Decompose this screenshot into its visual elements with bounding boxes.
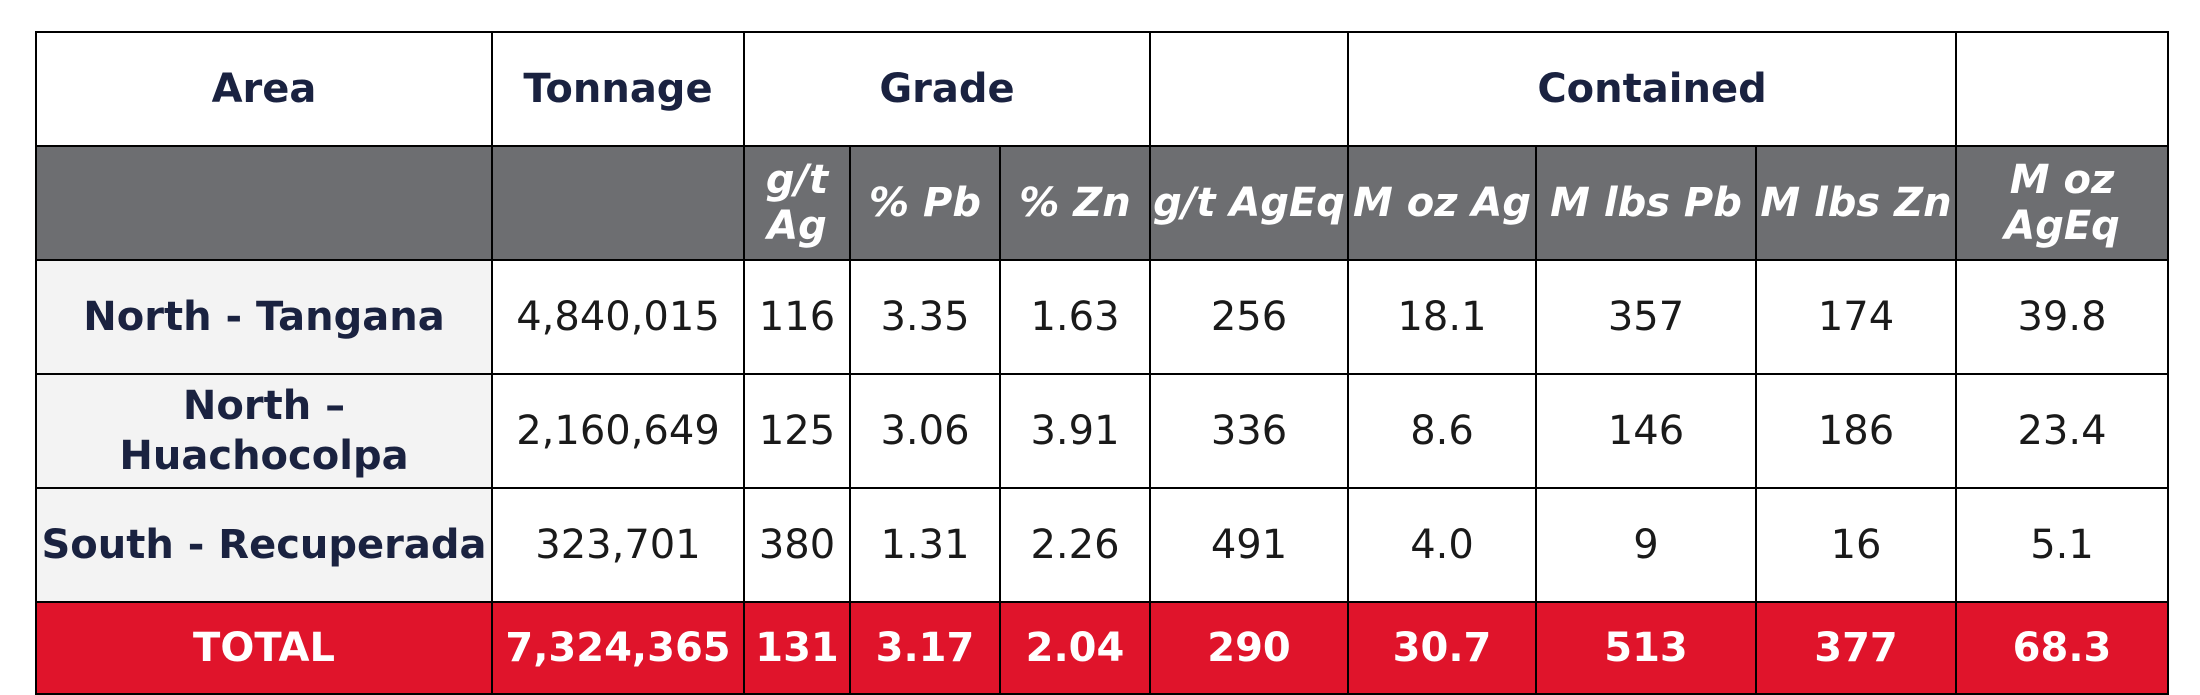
tonnage-value: 323,701 — [491, 487, 745, 603]
header-blank — [1955, 31, 2170, 147]
total-ageq-grade: 290 — [1149, 601, 1350, 695]
ag-grade-value: 116 — [743, 259, 851, 375]
subheader-ageq-grade: g/t AgEq — [1149, 145, 1350, 261]
ag-grade-value: 125 — [743, 373, 851, 489]
zn-contained-value: 186 — [1755, 373, 1958, 489]
header-area: Area — [35, 31, 493, 147]
resource-table: Area Tonnage Grade Contained g/t Ag % Pb… — [35, 31, 2170, 695]
total-ag-grade: 131 — [743, 601, 851, 695]
total-zn-grade: 2.04 — [998, 601, 1152, 695]
subheader-ag-contained: M oz Ag — [1347, 145, 1538, 261]
header-contained: Contained — [1347, 31, 1958, 147]
ageq-grade-value: 491 — [1149, 487, 1350, 603]
table-row: North – Huachocolpa 2,160,649 125 3.06 3… — [35, 373, 2170, 489]
zn-grade-value: 1.63 — [998, 259, 1152, 375]
subheader-row: g/t Ag % Pb % Zn g/t AgEq M oz Ag M lbs … — [35, 145, 2170, 261]
total-pb-contained: 513 — [1535, 601, 1758, 695]
total-row: TOTAL 7,324,365 131 3.17 2.04 290 30.7 5… — [35, 601, 2170, 695]
total-zn-contained: 377 — [1755, 601, 1958, 695]
ageq-grade-value: 336 — [1149, 373, 1350, 489]
ageq-contained-value: 23.4 — [1955, 373, 2170, 489]
total-pb-grade: 3.17 — [849, 601, 1001, 695]
area-name: North - Tangana — [35, 259, 493, 375]
pb-grade-value: 1.31 — [849, 487, 1001, 603]
zn-contained-value: 16 — [1755, 487, 1958, 603]
total-label: TOTAL — [35, 601, 493, 695]
header-blank — [1149, 31, 1350, 147]
tonnage-value: 4,840,015 — [491, 259, 745, 375]
subheader-blank — [491, 145, 745, 261]
header-grade: Grade — [742, 31, 1152, 147]
zn-grade-value: 3.91 — [998, 373, 1152, 489]
ag-contained-value: 18.1 — [1347, 259, 1538, 375]
subheader-pb-contained: M lbs Pb — [1535, 145, 1758, 261]
table-row: South - Recuperada 323,701 380 1.31 2.26… — [35, 487, 2170, 603]
total-ageq-contained: 68.3 — [1955, 601, 2170, 695]
table-row: North - Tangana 4,840,015 116 3.35 1.63 … — [35, 259, 2170, 375]
total-tonnage: 7,324,365 — [491, 601, 745, 695]
area-name: North – Huachocolpa — [35, 373, 493, 489]
pb-grade-value: 3.06 — [849, 373, 1001, 489]
pb-grade-value: 3.35 — [849, 259, 1001, 375]
ag-contained-value: 4.0 — [1347, 487, 1538, 603]
pb-contained-value: 146 — [1535, 373, 1758, 489]
ageq-contained-value: 5.1 — [1955, 487, 2170, 603]
ag-grade-value: 380 — [743, 487, 851, 603]
zn-grade-value: 2.26 — [998, 487, 1152, 603]
subheader-zn-grade: % Zn — [998, 145, 1152, 261]
ageq-contained-value: 39.8 — [1955, 259, 2170, 375]
subheader-ag-grade: g/t Ag — [743, 145, 851, 261]
subheader-blank — [35, 145, 493, 261]
subheader-ageq-contained: M oz AgEq — [1955, 145, 2170, 261]
total-ag-contained: 30.7 — [1347, 601, 1538, 695]
subheader-zn-contained: M lbs Zn — [1755, 145, 1958, 261]
pb-contained-value: 357 — [1535, 259, 1758, 375]
zn-contained-value: 174 — [1755, 259, 1958, 375]
header-tonnage: Tonnage — [491, 31, 745, 147]
subheader-pb-grade: % Pb — [849, 145, 1001, 261]
ag-contained-value: 8.6 — [1347, 373, 1538, 489]
area-name: South - Recuperada — [35, 487, 493, 603]
pb-contained-value: 9 — [1535, 487, 1758, 603]
tonnage-value: 2,160,649 — [491, 373, 745, 489]
ageq-grade-value: 256 — [1149, 259, 1350, 375]
header-row: Area Tonnage Grade Contained — [35, 31, 2170, 147]
